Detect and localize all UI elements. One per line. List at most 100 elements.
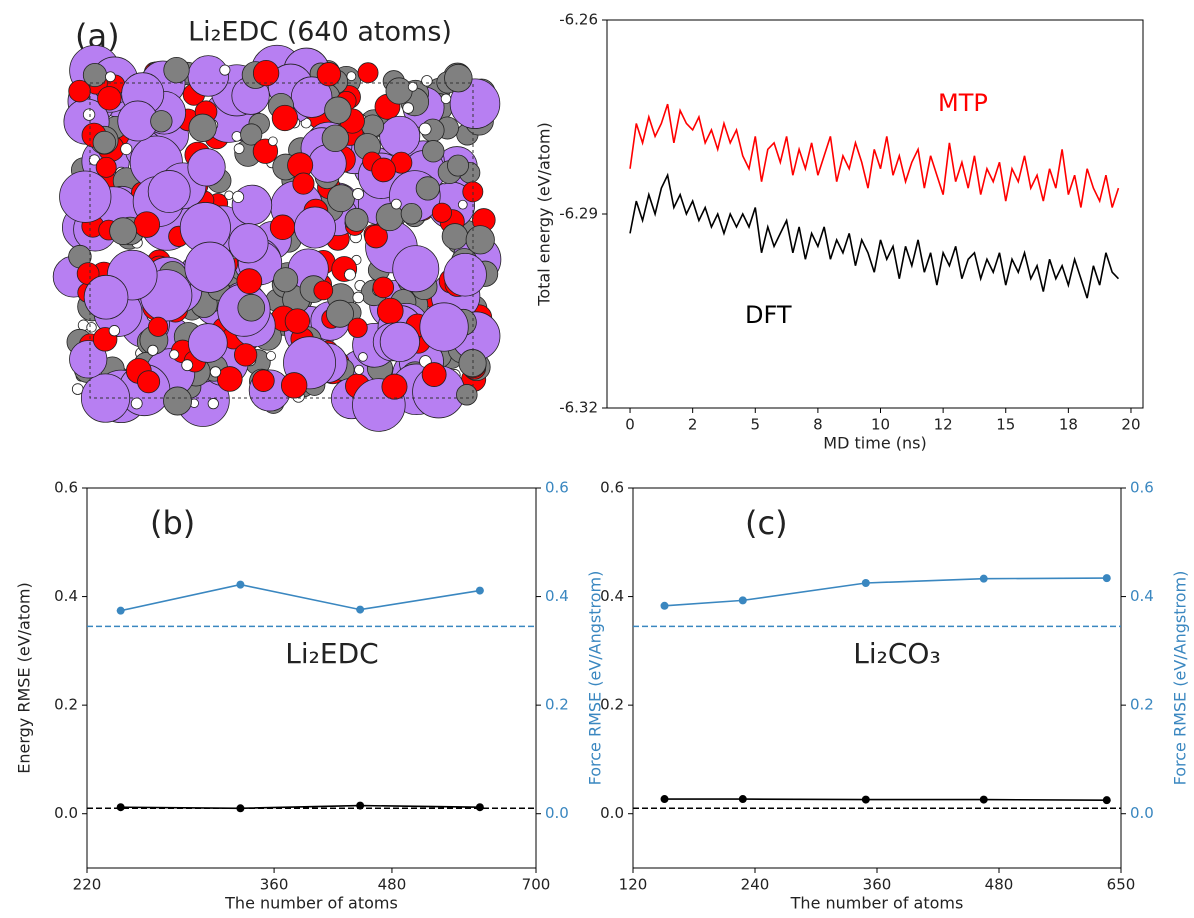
atom bbox=[216, 366, 243, 392]
atom bbox=[169, 349, 180, 360]
y2-axis-label: Force RMSE (eV/Angstrom) bbox=[586, 571, 605, 786]
point bbox=[356, 801, 365, 810]
point bbox=[738, 596, 747, 605]
y-tick-label: 0.6 bbox=[600, 479, 624, 497]
image-title: Li₂EDC (640 atoms) bbox=[188, 17, 452, 48]
atom bbox=[86, 322, 97, 333]
x-tick-label: 360 bbox=[863, 876, 892, 894]
x-tick-label: 650 bbox=[1107, 876, 1136, 894]
x-tick-label: 10 bbox=[871, 416, 890, 434]
atom bbox=[69, 340, 108, 379]
x-axis-label: The number of atoms bbox=[790, 894, 964, 913]
y2-tick-label: 0.4 bbox=[545, 587, 569, 605]
atom bbox=[252, 59, 280, 87]
y-tick-label: 0.4 bbox=[600, 587, 624, 605]
atom bbox=[457, 199, 468, 210]
series-line bbox=[120, 804, 480, 810]
annotation: Li₂CO₃ bbox=[853, 637, 940, 670]
atom bbox=[372, 276, 395, 299]
atom bbox=[385, 77, 413, 105]
x-tick-label: 360 bbox=[260, 876, 289, 894]
atom bbox=[268, 136, 278, 147]
atom bbox=[392, 245, 440, 293]
x-tick-label: 0 bbox=[625, 416, 635, 434]
atom bbox=[163, 386, 193, 416]
atom bbox=[184, 241, 236, 293]
y-tick-label: -6.29 bbox=[559, 205, 598, 223]
x-tick-label: 220 bbox=[73, 876, 102, 894]
point bbox=[236, 804, 245, 813]
atom bbox=[133, 211, 161, 238]
y-tick-label: -6.32 bbox=[559, 399, 598, 417]
atom bbox=[324, 96, 352, 124]
atom bbox=[376, 297, 404, 325]
atom bbox=[228, 223, 269, 264]
atom bbox=[120, 142, 133, 156]
atom bbox=[326, 299, 354, 328]
atom bbox=[418, 122, 432, 136]
atom bbox=[59, 170, 112, 223]
atom bbox=[407, 81, 418, 92]
atom bbox=[209, 366, 222, 378]
atom bbox=[421, 362, 447, 387]
atom bbox=[379, 115, 421, 157]
point bbox=[475, 803, 484, 812]
atom bbox=[456, 384, 478, 406]
atom bbox=[440, 93, 452, 105]
y-tick-label: -6.26 bbox=[559, 11, 598, 29]
atom bbox=[292, 172, 315, 195]
y2-tick-label: 0.0 bbox=[1130, 804, 1154, 822]
atom bbox=[344, 268, 356, 281]
point bbox=[236, 580, 245, 589]
x-tick-label: 240 bbox=[741, 876, 770, 894]
x-tick-label: 120 bbox=[619, 876, 648, 894]
atom bbox=[95, 156, 117, 178]
atom bbox=[147, 344, 159, 356]
atom bbox=[148, 316, 169, 337]
plot-frame bbox=[632, 487, 1122, 869]
atom bbox=[346, 71, 357, 82]
atom bbox=[273, 267, 299, 293]
y2-tick-label: 0.4 bbox=[1130, 587, 1154, 605]
atom bbox=[82, 108, 96, 121]
atom bbox=[431, 202, 453, 223]
atom bbox=[371, 157, 396, 183]
atoms bbox=[52, 44, 502, 432]
atom bbox=[224, 190, 234, 200]
y-tick-label: 0.0 bbox=[54, 804, 78, 822]
atom bbox=[236, 268, 263, 295]
atom bbox=[240, 123, 263, 146]
x-tick-label: 480 bbox=[985, 876, 1014, 894]
panel-label: (b) bbox=[150, 504, 195, 542]
atom bbox=[415, 176, 440, 201]
atom bbox=[232, 190, 245, 203]
y2-tick-label: 0.2 bbox=[1130, 696, 1154, 714]
atom bbox=[441, 223, 469, 250]
x-tick-label: 12 bbox=[934, 416, 953, 434]
point bbox=[1102, 796, 1111, 805]
series-line bbox=[120, 583, 481, 612]
point bbox=[1102, 574, 1111, 583]
y-tick-label: 0.2 bbox=[600, 696, 624, 714]
atom bbox=[327, 184, 355, 213]
atom bbox=[347, 317, 368, 338]
series-line bbox=[664, 798, 1107, 801]
point bbox=[356, 605, 365, 614]
y-tick-label: 0.4 bbox=[54, 587, 78, 605]
point bbox=[116, 606, 125, 615]
atom bbox=[352, 188, 365, 200]
atom bbox=[316, 62, 342, 87]
x-axis-label: MD time (ns) bbox=[823, 434, 926, 453]
x-tick-label: 2 bbox=[688, 416, 698, 434]
point bbox=[738, 795, 747, 804]
series-line bbox=[629, 103, 1120, 208]
atom bbox=[465, 225, 495, 255]
y2-axis-label: Force RMSE (eV/Angstrom) bbox=[1171, 571, 1190, 786]
atom bbox=[447, 154, 470, 177]
atom bbox=[419, 302, 469, 352]
atom bbox=[83, 274, 129, 320]
y2-tick-label: 0.6 bbox=[1130, 479, 1154, 497]
atom bbox=[271, 104, 299, 132]
y2-tick-label: 0.2 bbox=[545, 696, 569, 714]
